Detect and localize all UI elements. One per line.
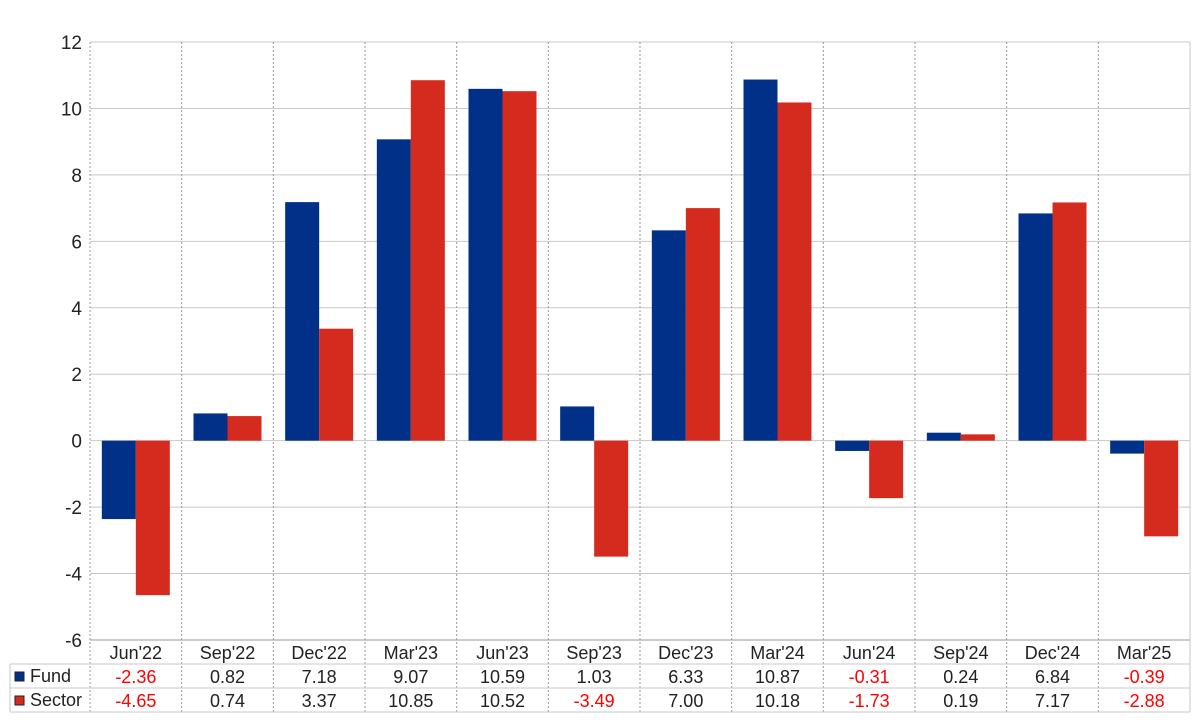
bar-fund-8 [835,440,870,451]
data-label-sector: 7.00 [668,691,703,711]
data-label-sector: -4.65 [115,691,156,711]
data-label-fund: 7.18 [302,667,337,687]
data-label-fund: -0.31 [849,667,890,687]
bar-fund-5 [560,406,595,441]
bar-fund-6 [651,230,686,441]
data-label-fund: 0.82 [210,667,245,687]
data-label-fund: 10.87 [755,667,800,687]
data-label-sector: 3.37 [302,691,337,711]
y-tick-label: 10 [61,99,82,120]
x-tick-label: Mar'23 [384,643,438,663]
x-tick-label: Mar'25 [1117,643,1171,663]
data-label-sector: -3.49 [574,691,615,711]
y-tick-label: 12 [61,33,82,54]
data-label-fund: 1.03 [577,667,612,687]
x-tick-label: Dec'23 [658,643,713,663]
data-label-sector: 10.18 [755,691,800,711]
bar-sector-11 [1144,440,1179,537]
bar-fund-7 [743,79,778,441]
data-label-sector: 0.74 [210,691,245,711]
data-label-sector: 10.52 [480,691,525,711]
bar-fund-9 [926,432,961,441]
bar-sector-3 [410,80,445,441]
bar-sector-10 [1052,202,1087,441]
x-tick-label: Jun'24 [843,643,895,663]
x-tick-label: Mar'24 [750,643,804,663]
bar-sector-0 [135,440,170,596]
bar-sector-9 [960,434,995,441]
x-tick-label: Jun'22 [110,643,162,663]
data-label-sector: 0.19 [943,691,978,711]
y-tick-label: 8 [71,166,82,187]
bar-fund-2 [285,202,320,441]
data-label-fund: -0.39 [1124,667,1165,687]
data-label-fund: 10.59 [480,667,525,687]
x-tick-label: Sep'23 [566,643,622,663]
data-label-fund: 6.84 [1035,667,1070,687]
bar-sector-8 [869,440,904,499]
y-tick-label: 2 [71,365,82,386]
bar-fund-10 [1018,213,1053,441]
x-tick-label: Sep'24 [933,643,989,663]
data-label-sector: 7.17 [1035,691,1070,711]
legend-key-sector [14,695,25,706]
bar-sector-7 [777,102,812,441]
legend-label-sector: Sector [30,690,82,710]
x-tick-label: Sep'22 [200,643,256,663]
bar-fund-11 [1110,440,1145,454]
y-tick-label: 6 [71,232,82,253]
legend-key-fund [14,671,25,682]
data-label-fund: 9.07 [393,667,428,687]
legend-label-fund: Fund [30,666,71,686]
y-tick-label: 4 [71,299,82,320]
y-tick-label: -2 [65,498,82,519]
x-tick-label: Jun'23 [476,643,528,663]
data-label-sector: -1.73 [849,691,890,711]
bar-fund-0 [101,440,136,520]
y-tick-label: -6 [65,631,82,652]
bar-fund-4 [468,88,503,441]
x-tick-label: Dec'24 [1025,643,1080,663]
bar-sector-4 [502,91,537,441]
data-label-sector: 10.85 [388,691,433,711]
y-tick-label: 0 [71,432,82,453]
data-label-sector: -2.88 [1124,691,1165,711]
data-label-fund: -2.36 [115,667,156,687]
bar-sector-5 [594,440,629,557]
x-tick-label: Dec'22 [291,643,346,663]
data-label-fund: 6.33 [668,667,703,687]
y-tick-label: -4 [65,565,82,586]
bar-fund-3 [376,139,411,441]
bar-fund-1 [193,413,228,441]
bar-sector-2 [319,328,354,441]
data-label-fund: 0.24 [943,667,978,687]
bar-sector-6 [685,208,720,441]
bar-sector-1 [227,416,262,441]
